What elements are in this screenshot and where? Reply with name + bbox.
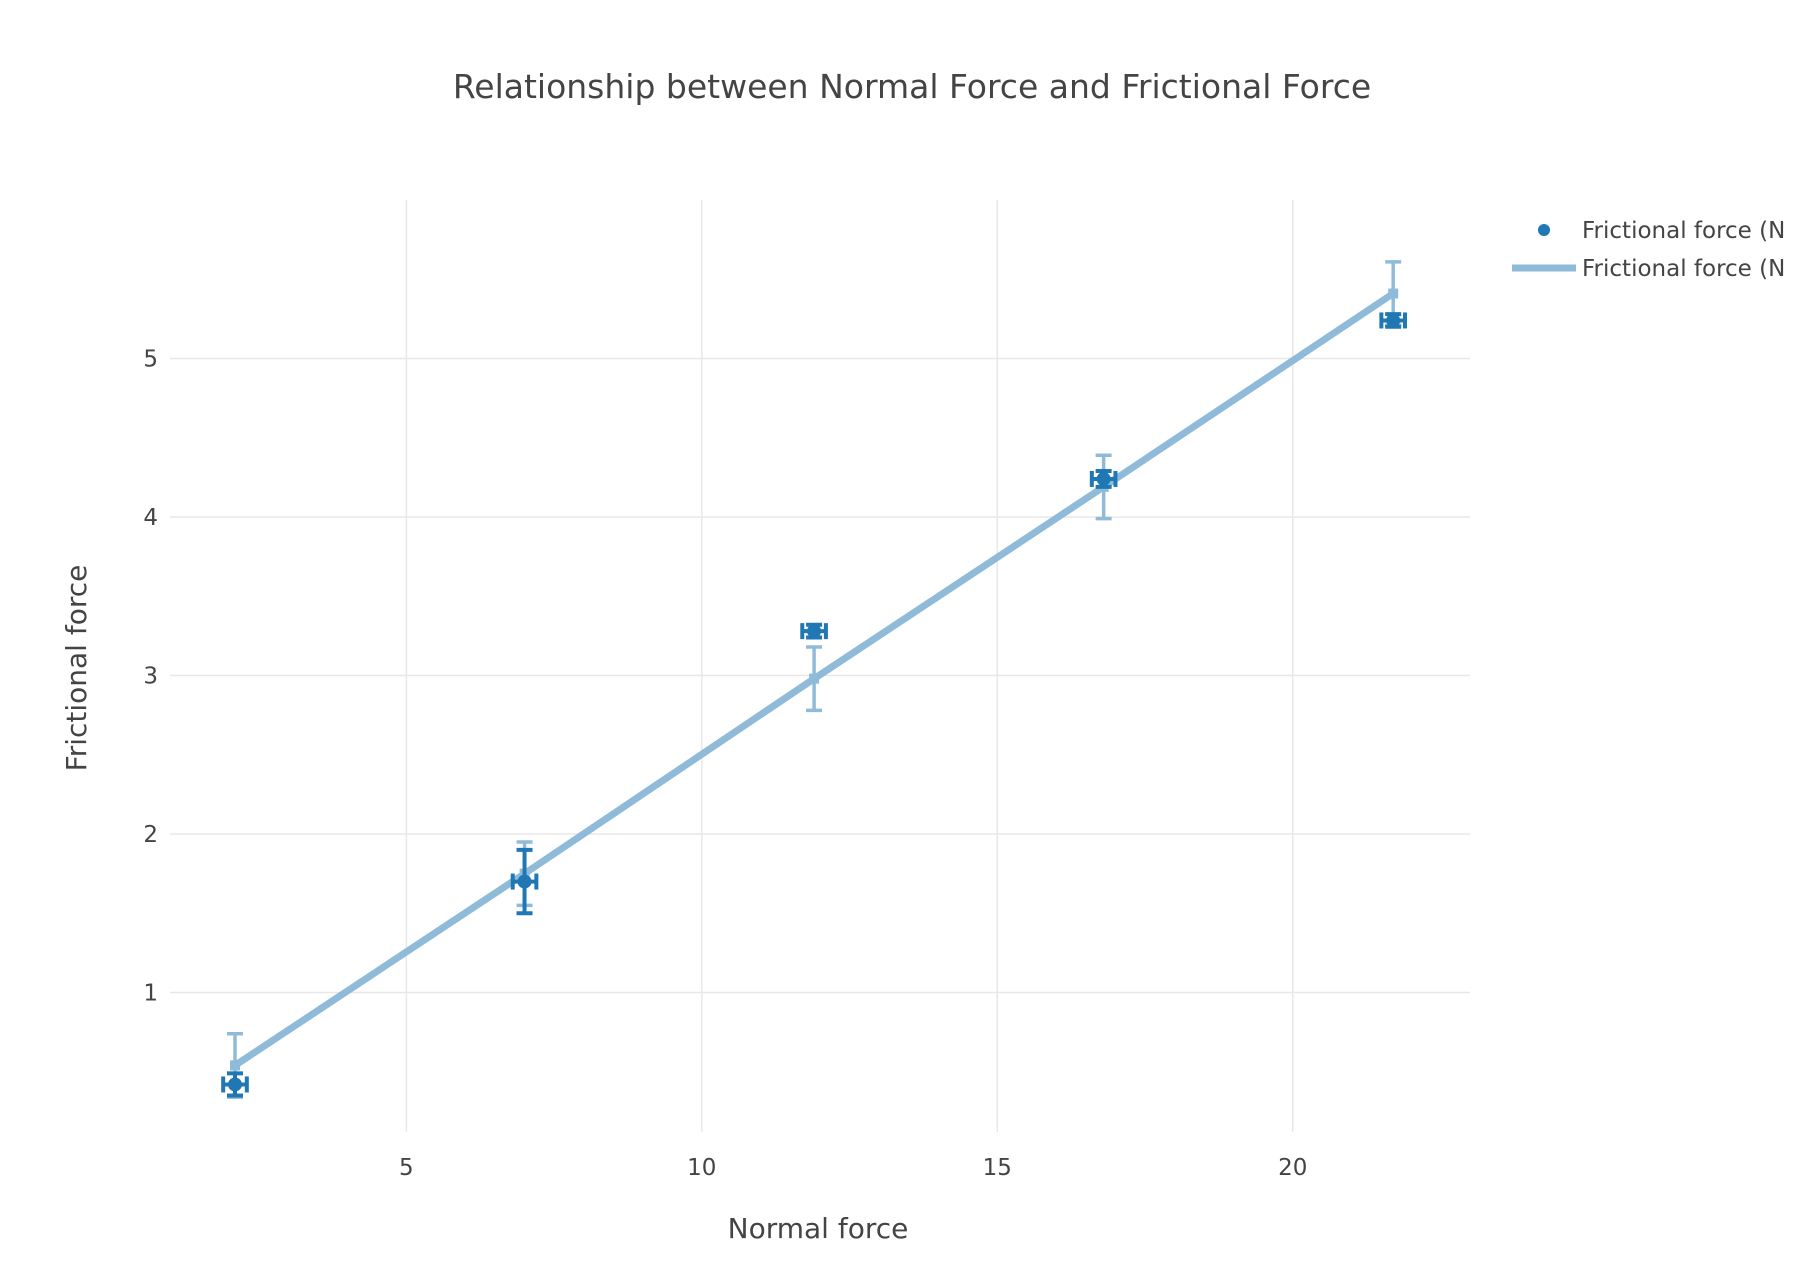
legend-label-markers: Frictional force (N (1582, 218, 1785, 244)
x-axis-ticks: 5 10 15 20 (399, 1155, 1307, 1181)
chart-title: Relationship between Normal Force and Fr… (453, 67, 1371, 106)
legend-item-line[interactable]: Frictional force (N (1512, 256, 1785, 282)
legend-item-markers[interactable]: Frictional force (N (1538, 218, 1785, 244)
y-tick-label: 5 (143, 347, 158, 373)
legend-marker-swatch (1538, 224, 1550, 236)
legend-label-line: Frictional force (N (1582, 256, 1785, 282)
y-axis-ticks: 1 2 3 4 5 (143, 347, 158, 1007)
data-point[interactable] (1386, 313, 1401, 328)
x-axis-title: Normal force (728, 1212, 909, 1245)
fit-point (230, 1060, 240, 1071)
gridlines (170, 200, 1470, 1132)
x-tick-label: 20 (1278, 1155, 1307, 1181)
fit-point (1388, 288, 1399, 299)
x-tick-label: 10 (687, 1155, 716, 1181)
x-tick-label: 15 (983, 1155, 1012, 1181)
y-tick-label: 1 (143, 981, 158, 1007)
y-tick-label: 4 (143, 505, 158, 531)
data-point[interactable] (807, 624, 822, 639)
x-tick-label: 5 (399, 1155, 414, 1181)
data-point[interactable] (1096, 471, 1111, 486)
y-axis-title: Frictional force (60, 565, 93, 772)
y-tick-label: 3 (143, 664, 158, 690)
fit-point (809, 673, 820, 684)
data-point[interactable] (517, 874, 532, 889)
data-point[interactable] (228, 1077, 242, 1092)
y-tick-label: 2 (143, 822, 158, 848)
fit-line-series (227, 260, 1402, 1099)
legend: Frictional force (N Frictional force (N (1512, 218, 1785, 282)
measured-points-series (221, 312, 1407, 1098)
